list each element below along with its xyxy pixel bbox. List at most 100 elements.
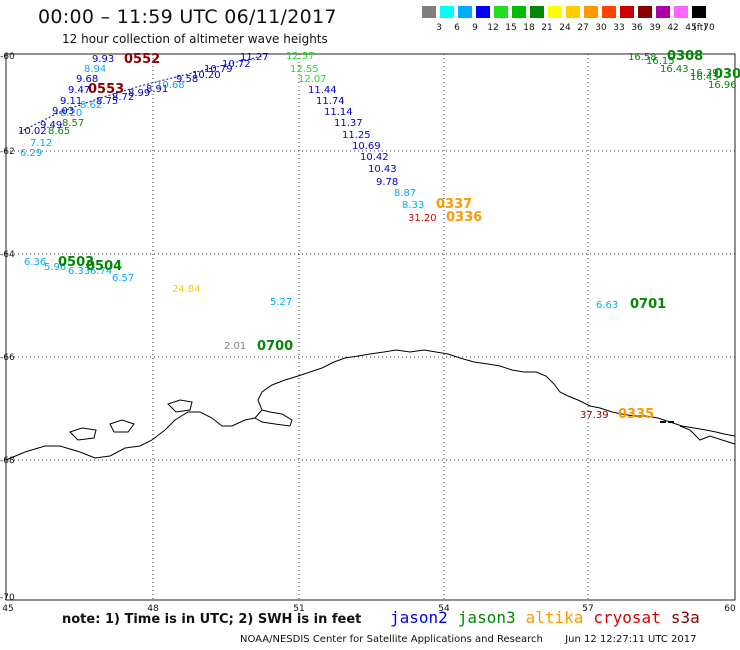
swh-reading: 6.36 bbox=[24, 257, 46, 268]
overlap-reading: 16.43 bbox=[690, 72, 719, 83]
overlap-reading: 10.72 bbox=[222, 59, 251, 70]
swh-reading: 16.58 bbox=[628, 52, 657, 63]
swh-reading: 9.78 bbox=[376, 177, 398, 188]
pass-time-label: 0335 bbox=[618, 407, 654, 422]
pass-time-label: 0552 bbox=[124, 52, 160, 67]
overlap-reading: 10.68 bbox=[156, 80, 185, 91]
overlap-reading: 8.72 bbox=[112, 92, 134, 103]
coast-island-c bbox=[109, 419, 135, 433]
swh-reading: 9.68 bbox=[76, 74, 98, 85]
color-tick-label: 39 bbox=[649, 23, 661, 33]
legend-s3a: s3a bbox=[670, 608, 700, 627]
color-tick-label: 18 bbox=[523, 23, 535, 33]
swh-reading: 11.37 bbox=[334, 118, 363, 129]
swh-reading: 6.29 bbox=[20, 148, 42, 159]
coast-island-b bbox=[69, 427, 97, 441]
color-swatch bbox=[637, 5, 653, 19]
color-swatch bbox=[673, 5, 689, 19]
overlap-reading: 9.49 bbox=[40, 120, 62, 131]
overlap-reading: 11.27 bbox=[240, 52, 269, 63]
swh-reading: 8.33 bbox=[402, 200, 424, 211]
credit-line: NOAA/NESDIS Center for Satellite Applica… bbox=[240, 634, 696, 645]
overlap-reading: 8.65 bbox=[48, 126, 70, 137]
overlap-reading: 16.43 bbox=[660, 64, 689, 75]
pass-time-label: 030 bbox=[714, 67, 740, 82]
lat-label-70: -70 bbox=[0, 593, 15, 603]
map-frame bbox=[5, 53, 736, 601]
swh-reading: 5.27 bbox=[270, 297, 292, 308]
color-tick-label: 15 bbox=[505, 23, 517, 33]
coast-island-a bbox=[167, 399, 193, 413]
lon-label-51: 51 bbox=[293, 604, 304, 614]
color-swatch bbox=[421, 5, 437, 19]
swh-reading: 24.84 bbox=[172, 284, 201, 295]
swh-reading: 9.11 bbox=[60, 96, 82, 107]
overlap-reading: 6.74 bbox=[90, 266, 112, 277]
swh-reading: 37.39 bbox=[580, 410, 609, 421]
lat-label-68: -68 bbox=[0, 456, 15, 466]
color-swatch bbox=[691, 5, 707, 19]
swh-reading: 10.43 bbox=[368, 164, 397, 175]
overlap-reading: 8.57 bbox=[62, 118, 84, 129]
overlap-reading: 8.62 bbox=[80, 100, 102, 111]
color-swatch bbox=[457, 5, 473, 19]
legend-jason3: jason3 bbox=[457, 608, 516, 627]
color-tick-label: 9 bbox=[472, 23, 478, 33]
color-swatch bbox=[439, 5, 455, 19]
pass-time-label: 0553 bbox=[88, 82, 124, 97]
map-subtitle: 12 hour collection of altimeter wave hei… bbox=[62, 32, 328, 46]
color-tick-label: 30 bbox=[595, 23, 607, 33]
color-tick-label: 6 bbox=[454, 23, 460, 33]
color-tick-label: 33 bbox=[613, 23, 625, 33]
color-swatch bbox=[655, 5, 671, 19]
swh-reading: 8.87 bbox=[394, 188, 416, 199]
color-tick-label: 21 bbox=[541, 23, 553, 33]
lon-label-57: 57 bbox=[582, 604, 593, 614]
swh-reading: 9.47 bbox=[68, 85, 90, 96]
lat-label-64: -64 bbox=[0, 250, 15, 260]
coast-detail-east bbox=[679, 425, 736, 445]
pass-time-label: 0701 bbox=[630, 297, 666, 312]
overlap-reading: 8.75 bbox=[96, 96, 118, 107]
swh-reading: 2.01 bbox=[224, 341, 246, 352]
color-swatch bbox=[601, 5, 617, 19]
jason2-track bbox=[19, 55, 263, 133]
swh-reading: 7.12 bbox=[30, 138, 52, 149]
pass-time-label: 0337 bbox=[436, 197, 472, 212]
color-tick-label: 70 bbox=[703, 23, 715, 33]
pass-time-label: 0700 bbox=[257, 339, 293, 354]
color-swatch bbox=[529, 5, 545, 19]
lon-label-54: 54 bbox=[438, 604, 450, 614]
color-tick-label: 3 bbox=[436, 23, 442, 33]
swh-reading: 12.55 bbox=[290, 64, 319, 75]
overlap-reading: 5.96 bbox=[44, 262, 66, 273]
lon-label-48: 48 bbox=[147, 604, 159, 614]
lat-axis-labels: -60 -62 -64 -66 -68 -70 bbox=[0, 52, 15, 603]
swh-reading: 11.44 bbox=[308, 85, 337, 96]
color-swatch bbox=[511, 5, 527, 19]
swh-reading: 11.14 bbox=[324, 107, 353, 118]
color-tick-label: 24 bbox=[559, 23, 571, 33]
graticule bbox=[6, 54, 735, 600]
pass-time-label: 0504 bbox=[86, 259, 122, 274]
credit-org: NOAA/NESDIS Center for Satellite Applica… bbox=[240, 634, 543, 645]
credit-timestamp: Jun 12 12:27:11 UTC 2017 bbox=[565, 634, 697, 645]
lon-label-60: 60 bbox=[724, 604, 736, 614]
color-swatch bbox=[583, 5, 599, 19]
antarctic-coastline bbox=[5, 349, 736, 461]
legend-altika: altika bbox=[525, 608, 584, 627]
color-tick-label: 12 bbox=[487, 23, 499, 33]
pass-time-label: 0308 bbox=[667, 49, 703, 64]
overlap-reading: 10.02 bbox=[18, 126, 47, 137]
legend-jason2: jason2 bbox=[390, 608, 448, 627]
overlap-reading: 10.79 bbox=[204, 64, 233, 75]
overlap-reading: 16.15 bbox=[646, 56, 675, 67]
lat-label-66: -66 bbox=[0, 353, 15, 363]
color-tick-label: 42 bbox=[667, 23, 679, 33]
swh-reading: 12.07 bbox=[298, 74, 327, 85]
color-swatch bbox=[547, 5, 563, 19]
swh-reading: 10.69 bbox=[352, 141, 381, 152]
pass-time-label: 0336 bbox=[446, 210, 482, 225]
